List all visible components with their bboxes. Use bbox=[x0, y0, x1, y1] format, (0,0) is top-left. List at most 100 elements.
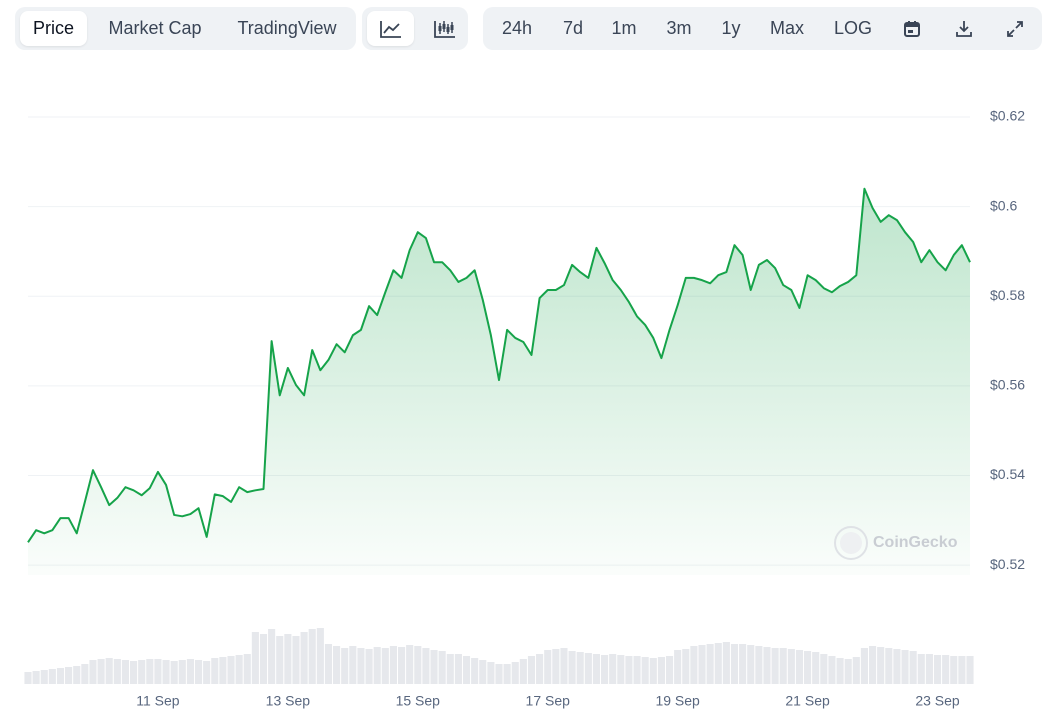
volume-bar bbox=[268, 629, 276, 684]
volume-bar bbox=[65, 667, 73, 684]
range-button[interactable]: 1m bbox=[611, 18, 637, 38]
range-button[interactable]: 1y bbox=[721, 18, 741, 38]
fullscreen-button[interactable] bbox=[994, 11, 1034, 46]
tab[interactable]: Price bbox=[20, 11, 87, 46]
volume-bar bbox=[105, 658, 113, 684]
candle-icon bbox=[434, 21, 455, 38]
volume-bar bbox=[308, 629, 316, 684]
volume-bar bbox=[284, 634, 292, 684]
volume-bar bbox=[170, 661, 178, 684]
tab[interactable]: TradingView bbox=[237, 18, 337, 38]
volume-bar bbox=[397, 647, 406, 684]
volume-bar bbox=[592, 654, 601, 684]
candle-chart-button[interactable] bbox=[422, 11, 462, 46]
volume-bar bbox=[73, 666, 81, 684]
volume-bar bbox=[942, 655, 950, 684]
tab[interactable]: Market Cap bbox=[108, 18, 202, 38]
volume-bar bbox=[349, 646, 357, 684]
volume-bar bbox=[487, 662, 495, 684]
volume-bar bbox=[844, 659, 852, 684]
y-tick-label: $0.62 bbox=[990, 108, 1025, 124]
volume-bar bbox=[341, 648, 349, 684]
volume-bar bbox=[40, 670, 48, 684]
volume-bar bbox=[162, 660, 170, 684]
y-tick-label: $0.58 bbox=[990, 287, 1025, 303]
log-button[interactable]: LOG bbox=[833, 18, 872, 38]
volume-bar bbox=[633, 656, 641, 684]
volume-bar bbox=[471, 658, 479, 684]
volume-bar bbox=[966, 656, 974, 684]
volume-bar bbox=[81, 664, 89, 684]
volume-bar bbox=[755, 646, 763, 684]
volume-bar bbox=[552, 649, 560, 684]
range-button[interactable]: 7d bbox=[562, 18, 584, 38]
volume-bar bbox=[739, 644, 747, 684]
volume-bar bbox=[300, 632, 308, 684]
volume-bar bbox=[24, 672, 32, 684]
volume-bar bbox=[601, 655, 609, 684]
fullscreen-icon bbox=[1007, 21, 1023, 37]
volume-bar bbox=[422, 648, 430, 684]
volume-bar bbox=[446, 654, 454, 684]
volume-bar bbox=[511, 662, 519, 684]
range-button[interactable]: Max bbox=[769, 18, 804, 38]
volume-bar bbox=[527, 656, 536, 684]
volume-bar bbox=[194, 660, 203, 684]
x-tick-label: 23 Sep bbox=[915, 693, 960, 709]
volume-bar bbox=[97, 659, 105, 684]
volume-bar bbox=[779, 648, 787, 684]
volume-bar bbox=[641, 657, 649, 684]
volume-bar bbox=[804, 651, 812, 684]
volume-bar bbox=[868, 646, 877, 684]
volume-bar bbox=[389, 646, 397, 684]
volume-bar bbox=[730, 644, 739, 684]
calendar-icon bbox=[904, 21, 920, 37]
watermark-text: CoinGecko bbox=[873, 534, 958, 551]
volume-bar bbox=[503, 664, 511, 684]
volume-bar bbox=[763, 647, 771, 684]
price-line bbox=[27, 187, 971, 543]
volume-bar bbox=[333, 646, 341, 684]
download-button[interactable] bbox=[943, 11, 983, 46]
volume-bar bbox=[430, 650, 438, 684]
volume-bar bbox=[536, 654, 544, 684]
x-tick-label: 11 Sep bbox=[136, 693, 180, 709]
volume-bar bbox=[154, 659, 162, 684]
volume-bar bbox=[828, 656, 836, 684]
volume-bar bbox=[276, 636, 284, 684]
y-tick-label: $0.56 bbox=[990, 377, 1025, 393]
volume-bar bbox=[227, 656, 235, 684]
volume-bar bbox=[909, 651, 917, 684]
volume-bar bbox=[925, 654, 933, 684]
x-tick-label: 13 Sep bbox=[266, 693, 311, 709]
volume-bar bbox=[933, 655, 942, 684]
x-tick-label: 19 Sep bbox=[655, 693, 700, 709]
range-button[interactable]: 3m bbox=[666, 18, 692, 38]
volume-bar bbox=[357, 648, 365, 684]
range-button[interactable]: 24h bbox=[501, 18, 533, 38]
volume-bar bbox=[795, 650, 804, 684]
volume-bar bbox=[584, 653, 592, 684]
volume-bar bbox=[113, 659, 121, 684]
volume-bar bbox=[665, 656, 674, 684]
volume-bar bbox=[625, 656, 633, 684]
calendar-button[interactable] bbox=[891, 11, 931, 46]
volume-bar bbox=[852, 657, 860, 684]
volume-bar bbox=[203, 661, 211, 684]
volume-bar bbox=[259, 634, 268, 684]
volume-bar bbox=[243, 654, 251, 684]
volume-bar bbox=[146, 659, 154, 684]
volume-bar bbox=[235, 655, 243, 684]
volume-bar bbox=[251, 632, 259, 684]
volume-bar bbox=[568, 651, 576, 684]
volume-bar bbox=[130, 661, 138, 684]
volume-bar bbox=[32, 671, 40, 684]
volume-bar bbox=[48, 669, 56, 684]
volume-bar bbox=[950, 656, 958, 684]
volume-bar bbox=[682, 649, 690, 684]
download-icon bbox=[956, 21, 972, 37]
volume-bar bbox=[211, 658, 219, 684]
line-chart-button[interactable] bbox=[367, 11, 414, 46]
